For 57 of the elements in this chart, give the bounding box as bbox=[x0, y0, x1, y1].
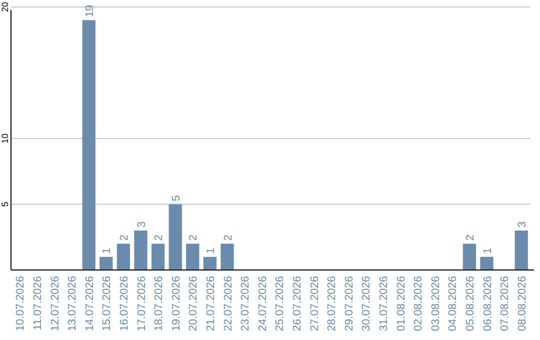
bar bbox=[462, 244, 476, 270]
x-tick-label: 19.07.2026 bbox=[170, 276, 182, 332]
x-tick-label: 25.07.2026 bbox=[274, 276, 286, 332]
x-tick-label: 31.07.2026 bbox=[378, 276, 390, 332]
data-label: 5 bbox=[170, 195, 182, 202]
x-tick-label: 20.07.2026 bbox=[188, 276, 200, 332]
x-tick-label: 18.07.2026 bbox=[153, 276, 166, 332]
bar bbox=[220, 244, 234, 270]
data-label: 2 bbox=[188, 234, 200, 241]
x-tick-label: 30.07.2026 bbox=[360, 276, 373, 332]
y-tick-label: 20 bbox=[0, 2, 10, 12]
data-label: 1 bbox=[204, 248, 217, 254]
x-tick-label: 22.07.2026 bbox=[222, 276, 234, 332]
data-label: 1 bbox=[101, 248, 114, 254]
x-tick-label: 16.07.2026 bbox=[118, 276, 130, 332]
bar bbox=[151, 244, 165, 270]
bar bbox=[82, 20, 96, 270]
x-tick-label: 21.07.2026 bbox=[204, 276, 217, 332]
x-tick-label: 26.07.2026 bbox=[291, 276, 304, 332]
x-tick-label: 12.07.2026 bbox=[49, 276, 62, 332]
x-tick-label: 06.08.2026 bbox=[482, 276, 494, 332]
bar bbox=[134, 230, 148, 270]
y-tick-label: 5 bbox=[0, 202, 10, 207]
data-label: 3 bbox=[136, 221, 148, 228]
x-tick-label: 05.08.2026 bbox=[464, 276, 476, 332]
data-label: 3 bbox=[516, 221, 528, 228]
bar bbox=[514, 230, 528, 270]
x-tick-label: 14.07.2026 bbox=[84, 276, 96, 332]
bar bbox=[100, 256, 113, 270]
x-tick-label: 08.08.2026 bbox=[516, 276, 528, 332]
x-tick-label: 24.07.2026 bbox=[256, 276, 269, 332]
x-tick-label: 27.07.2026 bbox=[308, 276, 321, 332]
x-tick-label: 28.07.2026 bbox=[326, 276, 338, 332]
bar bbox=[480, 256, 494, 270]
bar bbox=[116, 244, 130, 270]
x-tick-label: 04.08.2026 bbox=[447, 276, 460, 332]
x-tick-label: 02.08.2026 bbox=[412, 276, 425, 332]
data-label: 1 bbox=[482, 248, 494, 254]
bar bbox=[186, 244, 200, 270]
x-tick-label: 10.07.2026 bbox=[14, 276, 27, 332]
data-label: 2 bbox=[222, 234, 234, 241]
x-tick-label: 11.07.2026 bbox=[32, 276, 44, 330]
data-label: 2 bbox=[118, 234, 130, 241]
bar bbox=[168, 204, 182, 270]
x-tick-label: 17.07.2026 bbox=[136, 276, 148, 332]
x-tick-label: 15.07.2026 bbox=[101, 276, 114, 332]
x-tick-label: 03.08.2026 bbox=[430, 276, 442, 332]
x-tick-label: 07.08.2026 bbox=[499, 276, 512, 332]
y-tick-label: 10 bbox=[0, 133, 10, 144]
data-label: 2 bbox=[464, 234, 476, 241]
data-label: 2 bbox=[153, 234, 166, 241]
x-tick-label: 01.08.2026 bbox=[395, 276, 408, 332]
x-tick-label: 13.07.2026 bbox=[66, 276, 79, 332]
data-label: 19 bbox=[84, 4, 96, 18]
x-tick-label: 23.07.2026 bbox=[240, 276, 252, 332]
x-tick-label: 29.07.2026 bbox=[343, 276, 356, 332]
bar bbox=[203, 256, 217, 270]
